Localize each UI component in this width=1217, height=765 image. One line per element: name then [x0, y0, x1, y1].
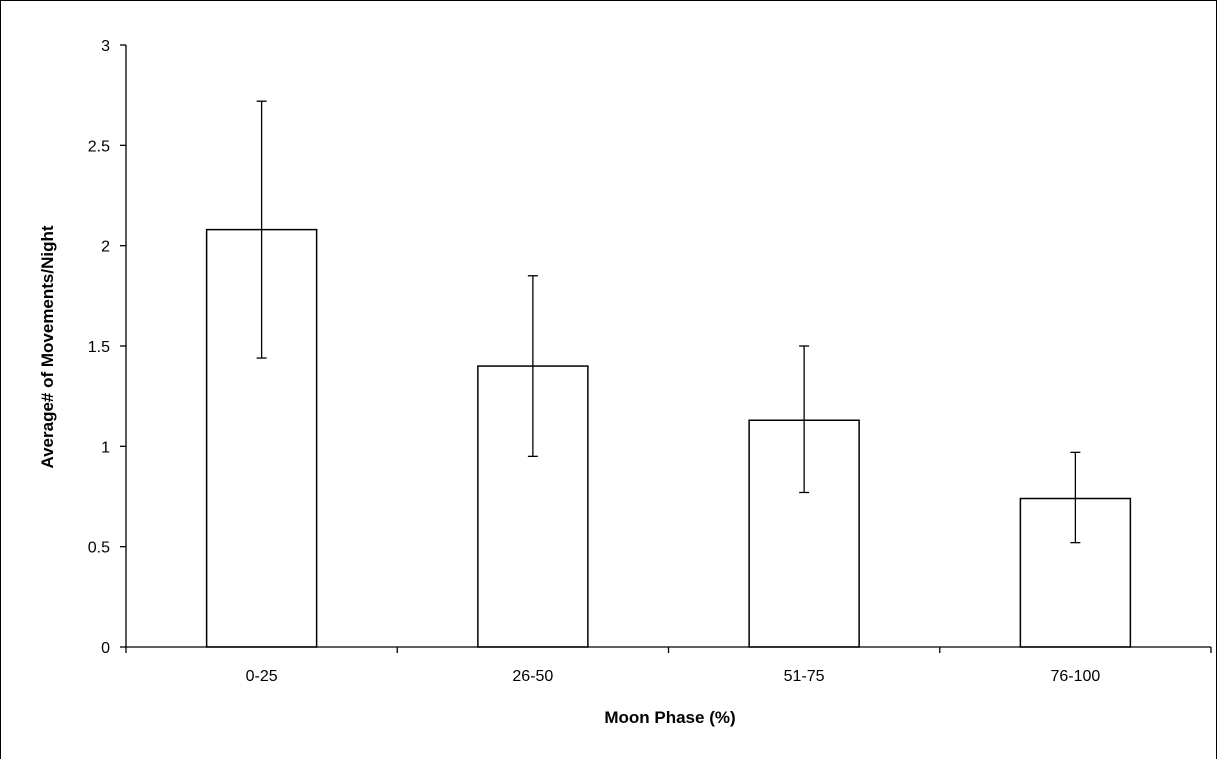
y-tick-label: 0 [101, 640, 110, 657]
y-tick-label: 1 [101, 439, 110, 456]
y-tick-label: 2 [101, 239, 110, 256]
y-axis-ticks: 0 0.5 1 1.5 2 2.5 3 [88, 38, 126, 657]
y-tick-label: 0.5 [88, 540, 110, 557]
x-tick-label: 0-25 [246, 668, 278, 685]
x-axis-ticks: 0-25 26-50 51-75 76-100 [125, 647, 1212, 685]
y-tick-label: 1.5 [88, 339, 110, 356]
x-axis-title: Moon Phase (%) [604, 708, 735, 727]
x-tick-label: 26-50 [512, 668, 553, 685]
y-axis-title: Average# of Movements/Night [38, 225, 57, 468]
x-tick-label: 51-75 [784, 668, 825, 685]
x-tick-label: 76-100 [1050, 668, 1100, 685]
y-tick-label: 3 [101, 38, 110, 55]
bars [205, 228, 1132, 648]
y-tick-label: 2.5 [88, 138, 110, 155]
error-bars [256, 100, 1081, 544]
